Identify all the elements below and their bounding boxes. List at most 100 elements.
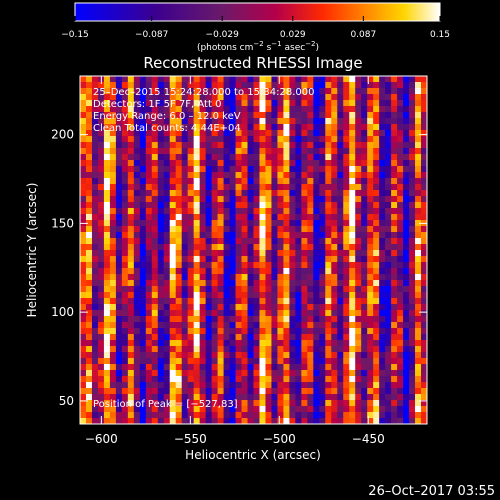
heatmap-cell [325, 400, 332, 407]
heatmap-cell [169, 160, 177, 167]
heatmap-cell [361, 130, 368, 137]
heatmap-cell [307, 262, 314, 269]
heatmap-cell [80, 112, 87, 119]
heatmap-cell [313, 340, 320, 347]
heatmap-cell [349, 124, 356, 131]
heatmap-cell [235, 136, 242, 143]
heatmap-cell [133, 142, 141, 149]
heatmap-cell [163, 304, 171, 311]
heatmap-cell [80, 376, 87, 383]
heatmap-cell [205, 238, 213, 245]
heatmap-cell [325, 76, 332, 83]
heatmap-cell [283, 418, 290, 424]
heatmap-cell [157, 148, 165, 155]
heatmap-cell [415, 412, 422, 419]
heatmap-cell [355, 394, 362, 401]
heatmap-cell [157, 394, 165, 401]
heatmap-cell [229, 220, 236, 227]
heatmap-cell [277, 190, 284, 197]
heatmap-cell [367, 82, 374, 89]
heatmap-cell [139, 376, 147, 383]
heatmap-cell [151, 88, 159, 95]
heatmap-cell [85, 340, 93, 347]
heatmap-cell [367, 274, 374, 281]
heatmap-cell [301, 82, 308, 89]
heatmap-cell [169, 340, 177, 347]
heatmap-cell [85, 256, 93, 263]
heatmap-cell [91, 406, 99, 413]
heatmap-cell [373, 382, 380, 389]
heatmap-cell [415, 370, 422, 377]
heatmap-cell [421, 250, 427, 257]
heatmap-cell [151, 130, 159, 137]
heatmap-cell [397, 226, 404, 233]
heatmap-cell [127, 340, 135, 347]
heatmap-cell [301, 268, 308, 275]
heatmap-cell [337, 154, 344, 161]
heatmap-cell [331, 286, 338, 293]
heatmap-cell [337, 190, 344, 197]
heatmap-cell [337, 256, 344, 263]
heatmap-cell [373, 238, 380, 245]
heatmap-cell [187, 418, 195, 424]
heatmap-cell [85, 94, 93, 101]
heatmap-cell [187, 328, 195, 335]
heatmap-cell [361, 220, 368, 227]
heatmap-cell [169, 412, 177, 419]
heatmap-cell [121, 196, 129, 203]
heatmap-cell [391, 256, 398, 263]
heatmap-cell [229, 130, 236, 137]
heatmap-cell [289, 244, 296, 251]
heatmap-cell [241, 148, 248, 155]
heatmap-cell [385, 286, 392, 293]
heatmap-cell [355, 106, 362, 113]
heatmap-cell [157, 310, 165, 317]
heatmap-cell [91, 340, 99, 347]
heatmap-cell [385, 298, 392, 305]
heatmap-cell [217, 100, 224, 107]
heatmap-cell [91, 172, 99, 179]
heatmap-cell [283, 76, 290, 83]
heatmap-cell [289, 178, 296, 185]
heatmap-cell [229, 190, 236, 197]
heatmap-cell [199, 388, 207, 395]
heatmap-cell [181, 304, 189, 311]
heatmap-cell [307, 316, 314, 323]
heatmap-cell [259, 82, 266, 89]
heatmap-cell [217, 244, 224, 251]
heatmap-cell [247, 208, 254, 215]
heatmap-cell [187, 292, 195, 299]
heatmap-cell [301, 394, 308, 401]
heatmap-cell [331, 298, 338, 305]
heatmap-cell [223, 274, 230, 281]
heatmap-cell [247, 352, 254, 359]
heatmap-cell [187, 412, 195, 419]
heatmap-cell [391, 124, 398, 131]
heatmap-cell [163, 394, 171, 401]
heatmap-cell [139, 220, 147, 227]
heatmap-cell [193, 304, 201, 311]
heatmap-cell [397, 322, 404, 329]
heatmap-cell [229, 202, 236, 209]
heatmap-cell [145, 82, 153, 89]
heatmap-cell [325, 88, 332, 95]
heatmap-cell [391, 82, 398, 89]
heatmap-cell [145, 388, 153, 395]
heatmap-cell [97, 238, 105, 245]
heatmap-cell [325, 94, 332, 101]
heatmap-cell [229, 310, 236, 317]
heatmap-cell [91, 94, 99, 101]
heatmap-cell [145, 334, 153, 341]
heatmap-cell [325, 268, 332, 275]
heatmap-cell [211, 106, 218, 113]
heatmap-cell [217, 166, 224, 173]
heatmap-cell [229, 406, 236, 413]
heatmap-cell [145, 232, 153, 239]
heatmap-cell [109, 88, 117, 95]
heatmap-cell [217, 112, 224, 119]
heatmap-cell [85, 178, 93, 185]
heatmap-cell [409, 112, 416, 119]
heatmap-cell [367, 160, 374, 167]
heatmap-cell [241, 190, 248, 197]
heatmap-cell [337, 94, 344, 101]
